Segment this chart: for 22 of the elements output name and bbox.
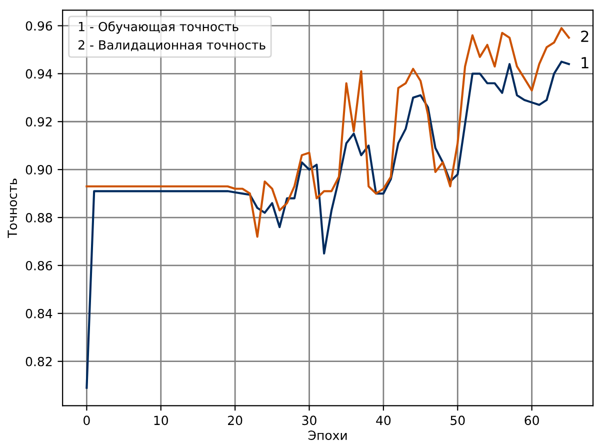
x-axis-title: Эпохи <box>308 430 347 440</box>
y-tick-label: 0.82 <box>26 356 52 366</box>
y-tick-label: 0.94 <box>26 69 52 79</box>
x-tick-label: 20 <box>228 416 242 426</box>
x-tick-label: 50 <box>450 416 465 426</box>
x-tick-label: 0 <box>84 416 90 426</box>
annotation: 2 - Валидационная точность <box>78 40 266 52</box>
x-tick-label: 30 <box>302 416 316 426</box>
x-tick-label: 40 <box>376 416 391 426</box>
x-tick-label: 10 <box>154 416 168 426</box>
y-tick-label: 0.90 <box>26 165 52 174</box>
y-tick-label: 0.88 <box>26 212 52 222</box>
annotation: 1 - Обучающая точность <box>78 21 238 34</box>
annotation: 1 <box>582 57 588 68</box>
y-axis-title: Точность <box>8 178 18 238</box>
annotation: 2 <box>581 30 588 42</box>
line-series <box>86 60 570 389</box>
y-tick-label: 0.92 <box>26 117 52 127</box>
x-tick-label: 60 <box>524 416 539 426</box>
y-tick-label: 0.86 <box>26 260 52 270</box>
y-tick-label: 0.96 <box>26 21 52 31</box>
y-tick-label: 0.84 <box>26 308 52 318</box>
